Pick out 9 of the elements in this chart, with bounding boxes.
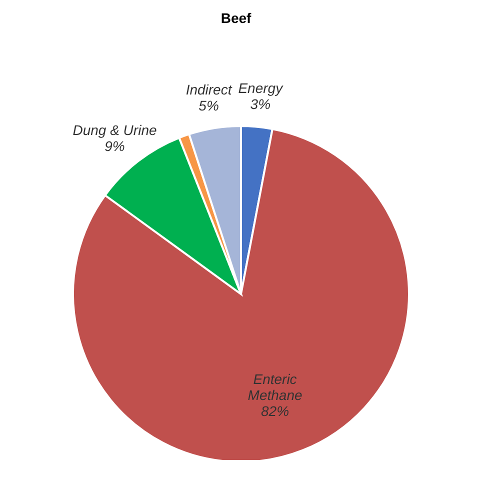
data-label: 3% <box>250 96 271 112</box>
slice-label: Dung & Urine <box>72 122 157 138</box>
slice-label: Indirect <box>186 82 233 98</box>
slice-label: Enteric Methane <box>248 370 302 403</box>
slice-label: Energy <box>238 80 284 96</box>
data-label: 9% <box>104 138 125 154</box>
chart-title: Beef <box>220 10 252 26</box>
data-label: 82% <box>261 402 290 419</box>
data-label: 5% <box>198 98 219 114</box>
